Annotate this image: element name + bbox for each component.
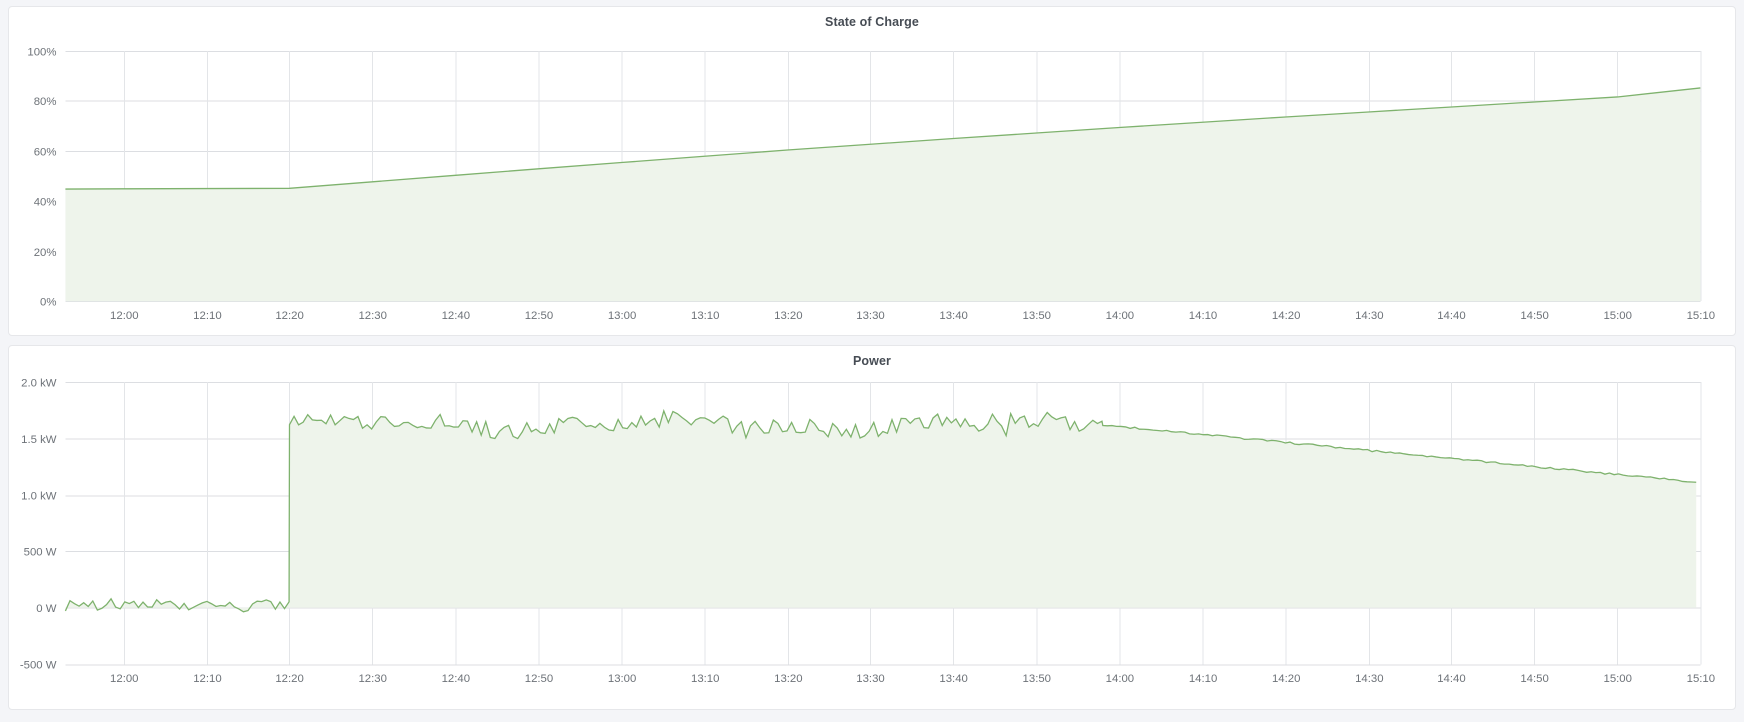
- x-axis-tick-label: 14:30: [1355, 310, 1383, 322]
- x-axis-tick-label: 12:30: [358, 310, 386, 322]
- x-axis-tick-label: 15:00: [1603, 310, 1631, 322]
- x-axis-tick-label: 15:10: [1687, 673, 1715, 685]
- x-axis-tick-label: 12:30: [358, 673, 386, 685]
- x-axis-tick-label: 14:40: [1437, 673, 1465, 685]
- x-axis-tick-label: 13:20: [774, 673, 802, 685]
- x-axis-tick-label: 14:20: [1272, 310, 1300, 322]
- x-axis-tick-label: 14:00: [1106, 673, 1134, 685]
- y-axis-tick-label: 0%: [40, 297, 56, 309]
- x-axis-tick-label: 14:40: [1437, 310, 1465, 322]
- x-axis-tick-label: 15:00: [1603, 673, 1631, 685]
- x-axis-tick-label: 13:40: [939, 310, 967, 322]
- x-axis-tick-label: 13:00: [608, 310, 636, 322]
- x-axis-tick-label: 13:40: [939, 673, 967, 685]
- x-axis-tick-label: 12:40: [442, 673, 470, 685]
- y-axis-tick-label: 500 W: [24, 546, 57, 558]
- x-axis-tick-label: 13:10: [691, 673, 719, 685]
- series-area: [65, 410, 1697, 612]
- panel-power[interactable]: Power 2.0 kW 1.5 kW 1.0 kW 500 W 0 W -500 W 12…: [8, 345, 1736, 710]
- y-axis-tick-label: 1.0 kW: [21, 491, 57, 503]
- panel-state-of-charge[interactable]: State of Charge 100% 80% 60% 40% 20% 0% 12:00 1…: [8, 6, 1736, 336]
- y-axis-tick-label: 20%: [34, 247, 57, 259]
- series-line[interactable]: [64, 408, 1697, 613]
- chart-svg-power[interactable]: 2.0 kW 1.5 kW 1.0 kW 500 W 0 W -500 W 12:00 12:…: [9, 374, 1735, 709]
- series-line[interactable]: [65, 87, 1701, 190]
- x-axis-tick-label: 13:00: [608, 673, 636, 685]
- x-axis-tick-label: 15:10: [1687, 310, 1715, 322]
- x-axis-tick-label: 14:00: [1106, 310, 1134, 322]
- x-axis-tick-label: 13:50: [1023, 673, 1051, 685]
- x-axis-tick-label: 14:10: [1189, 310, 1217, 322]
- x-axis-tick-label: 13:50: [1023, 310, 1051, 322]
- x-axis-tick-label: 13:30: [856, 310, 884, 322]
- x-axis-tick-label: 14:50: [1520, 310, 1548, 322]
- chart-svg-state-of-charge[interactable]: 100% 80% 60% 40% 20% 0% 12:00 12:10 12:20 12:30 12…: [9, 35, 1735, 335]
- x-axis-tick-label: 12:00: [110, 673, 138, 685]
- y-axis-tick-label: 100%: [27, 46, 56, 58]
- series-area: [65, 87, 1701, 302]
- y-axis-tick-label: 60%: [34, 147, 57, 159]
- x-axis-tick-label: 13:10: [691, 310, 719, 322]
- y-axis-tick-label: -500 W: [20, 660, 57, 672]
- y-axis-tick-label: 1.5 kW: [21, 434, 57, 446]
- y-axis-tick-label: 2.0 kW: [21, 377, 57, 389]
- y-axis-tick-label: 80%: [34, 96, 57, 108]
- x-axis-tick-label: 12:50: [525, 673, 553, 685]
- y-axis-tick-label: 40%: [34, 196, 57, 208]
- plot-area-state-of-charge[interactable]: 100% 80% 60% 40% 20% 0% 12:00 12:10 12:20 12:30 12…: [9, 35, 1735, 335]
- y-axis-tick-label: 0 W: [36, 603, 56, 615]
- x-axis-tick-label: 14:10: [1189, 673, 1217, 685]
- x-axis-tick-label: 12:10: [193, 673, 221, 685]
- x-axis-tick-label: 12:20: [275, 673, 303, 685]
- x-axis-tick-label: 12:10: [193, 310, 221, 322]
- x-axis-tick-label: 12:00: [110, 310, 138, 322]
- plot-area-power[interactable]: 2.0 kW 1.5 kW 1.0 kW 500 W 0 W -500 W 12:00 12:…: [9, 374, 1735, 709]
- panel-title-state-of-charge: State of Charge: [825, 15, 919, 29]
- x-axis-tick-label: 12:40: [442, 310, 470, 322]
- x-axis-tick-label: 13:30: [856, 673, 884, 685]
- x-axis-tick-label: 14:20: [1272, 673, 1300, 685]
- panel-title-power: Power: [852, 354, 891, 368]
- x-axis-tick-label: 12:20: [275, 310, 303, 322]
- x-axis-tick-label: 13:20: [774, 310, 802, 322]
- x-axis-tick-label: 12:50: [525, 310, 553, 322]
- x-axis-tick-label: 14:50: [1520, 673, 1548, 685]
- x-axis-tick-label: 14:30: [1355, 673, 1383, 685]
